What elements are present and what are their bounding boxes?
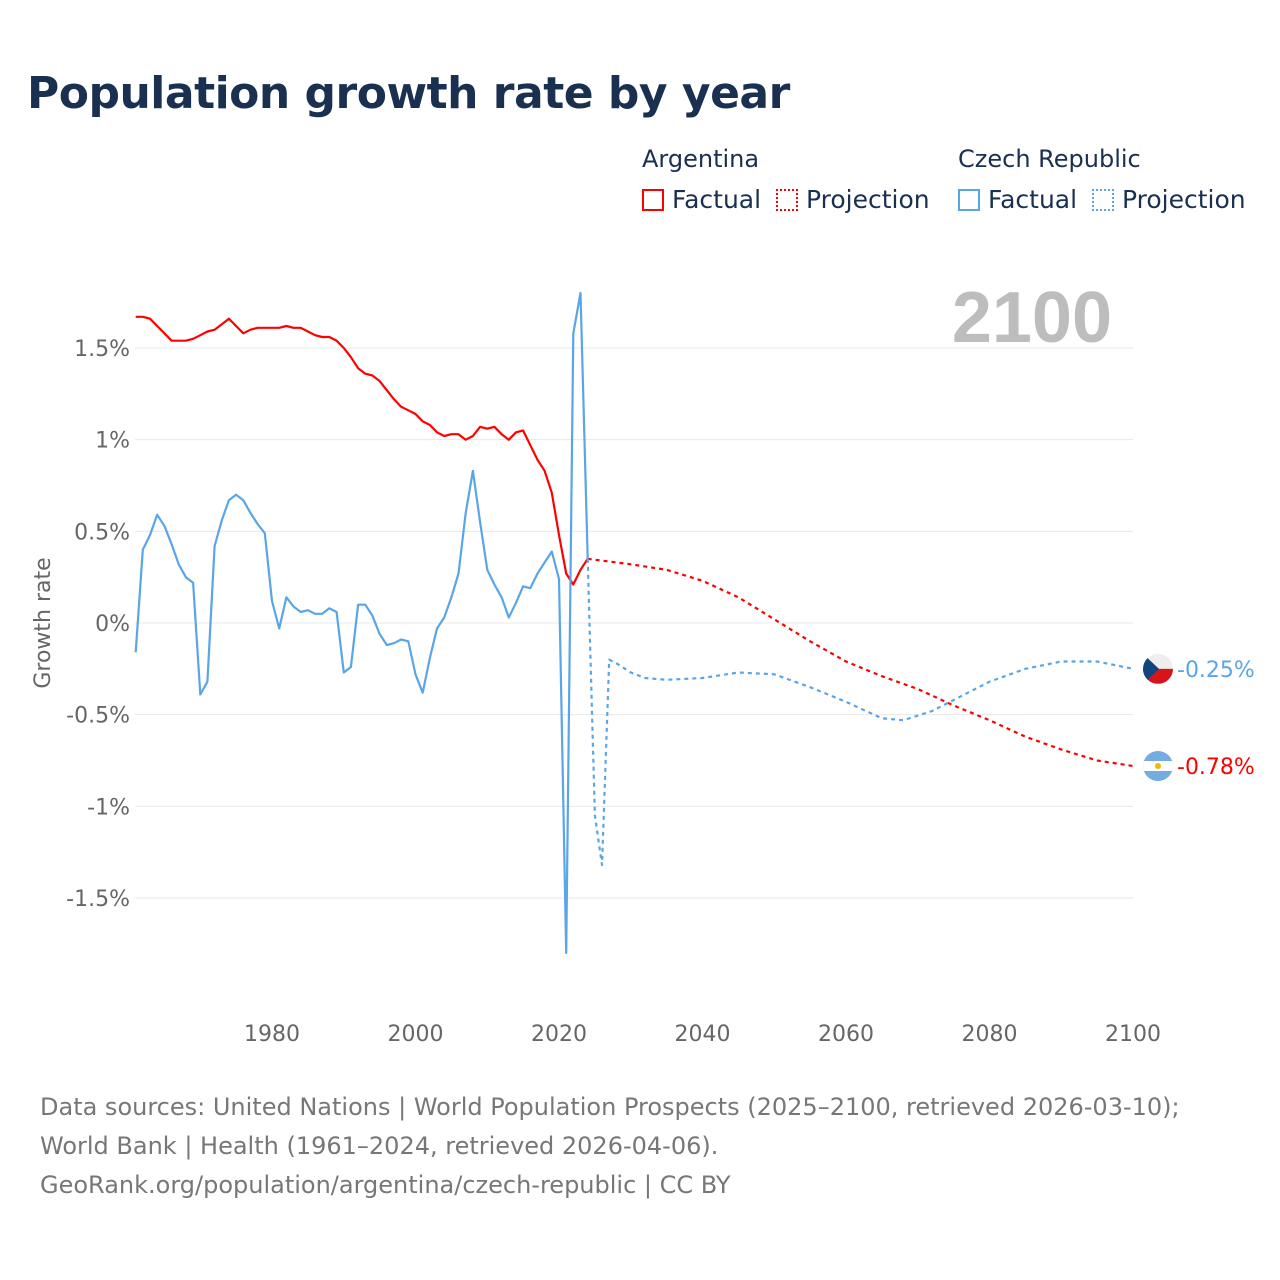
legend-czech-factual[interactable]: Factual bbox=[958, 185, 1077, 214]
legend-label: Projection bbox=[806, 185, 930, 214]
y-tick-label: -1% bbox=[87, 795, 130, 820]
y-tick-label: 0% bbox=[95, 612, 130, 637]
y-tick-label: 1% bbox=[95, 429, 130, 454]
series-line-czech-republic-factual bbox=[134, 291, 589, 955]
legend-swatch-dotted bbox=[1092, 188, 1114, 211]
x-tick-label: 1980 bbox=[244, 1022, 300, 1047]
x-tick-label: 2100 bbox=[1105, 1022, 1161, 1047]
legend-swatch-solid bbox=[642, 188, 664, 211]
end-marker-argentina: -0.78% bbox=[1143, 750, 1255, 781]
y-tick-label: -1.5% bbox=[66, 887, 130, 912]
legend-country-czech: Czech Republic bbox=[958, 145, 1141, 173]
y-tick-label: 0.5% bbox=[74, 520, 130, 545]
x-tick-label: 2040 bbox=[675, 1022, 731, 1047]
y-tick-label: 1.5% bbox=[74, 337, 130, 362]
year-watermark: 2100 bbox=[952, 278, 1112, 358]
y-axis-label: Growth rate bbox=[31, 557, 56, 688]
czech-flag-icon bbox=[1143, 653, 1173, 684]
y-tick-label: -0.5% bbox=[66, 704, 130, 729]
x-tick-label: 2000 bbox=[388, 1022, 444, 1047]
end-value-label: -0.25% bbox=[1177, 658, 1255, 683]
end-value-label: -0.78% bbox=[1177, 755, 1255, 780]
series-line-czech-republic-projection bbox=[586, 558, 1134, 867]
x-tick-label: 2060 bbox=[818, 1022, 874, 1047]
legend-czech-projection[interactable]: Projection bbox=[1092, 185, 1246, 214]
data-sources: Data sources: United Nations | World Pop… bbox=[40, 1093, 1180, 1160]
x-tick-label: 2020 bbox=[531, 1022, 587, 1047]
source-link[interactable]: GeoRank.org/population/argentina/czech-r… bbox=[40, 1171, 731, 1199]
legend-argentina-factual[interactable]: Factual bbox=[642, 185, 761, 214]
x-tick-label: 2080 bbox=[962, 1022, 1018, 1047]
legend-argentina-projection[interactable]: Projection bbox=[776, 185, 930, 214]
series-line-argentina-projection bbox=[587, 557, 1134, 768]
footer: Data sources: United Nations | World Pop… bbox=[40, 1088, 1240, 1205]
legend-swatch-dotted bbox=[776, 188, 798, 211]
series-line-argentina-factual bbox=[135, 315, 589, 586]
flag-sun bbox=[1155, 762, 1161, 769]
end-marker-czech-republic: -0.25% bbox=[1143, 653, 1255, 684]
legend-swatch-solid bbox=[958, 188, 980, 211]
legend-label: Factual bbox=[672, 185, 762, 214]
legend-label: Factual bbox=[988, 185, 1078, 214]
chart-title: Population growth rate by year bbox=[27, 68, 790, 119]
legend-label: Projection bbox=[1122, 185, 1246, 214]
argentina-flag-icon bbox=[1143, 750, 1173, 781]
flag-triangle bbox=[1143, 653, 1159, 684]
legend-country-argentina: Argentina bbox=[642, 145, 760, 173]
